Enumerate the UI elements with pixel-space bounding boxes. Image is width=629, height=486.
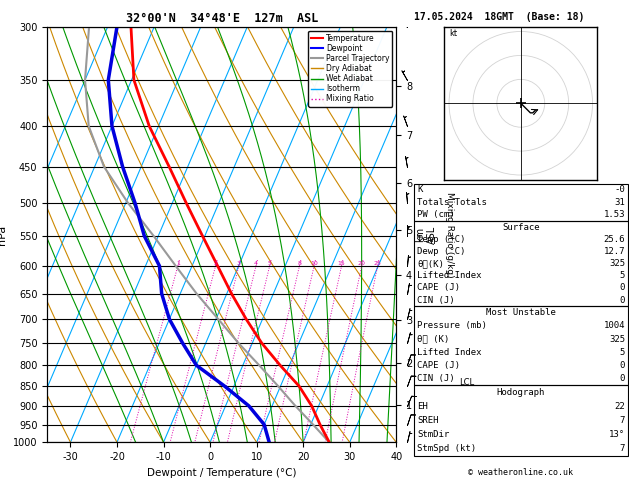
Text: 325: 325 [609,335,625,344]
Y-axis label: hPa: hPa [0,225,8,244]
Text: LCL: LCL [459,378,474,386]
Text: Temp (°C): Temp (°C) [417,235,465,244]
Text: 4: 4 [254,261,258,266]
Text: CIN (J): CIN (J) [417,374,455,383]
Text: θᴇ(K): θᴇ(K) [417,259,444,268]
Text: 1004: 1004 [604,321,625,330]
Text: 25: 25 [374,261,382,266]
Text: PW (cm): PW (cm) [417,210,455,219]
Text: 13°: 13° [609,430,625,439]
Y-axis label: km
ASL: km ASL [415,226,437,243]
Legend: Temperature, Dewpoint, Parcel Trajectory, Dry Adiabat, Wet Adiabat, Isotherm, Mi: Temperature, Dewpoint, Parcel Trajectory… [308,31,392,106]
Text: 10: 10 [310,261,318,266]
Text: Most Unstable: Most Unstable [486,308,556,317]
Text: Lifted Index: Lifted Index [417,348,482,357]
Text: 15: 15 [338,261,345,266]
Text: Lifted Index: Lifted Index [417,271,482,280]
Text: 12.7: 12.7 [604,247,625,256]
Text: EH: EH [417,402,428,411]
Text: 0: 0 [620,283,625,293]
Text: 32°00'N  34°48'E  127m  ASL: 32°00'N 34°48'E 127m ASL [126,12,318,25]
Text: CAPE (J): CAPE (J) [417,283,460,293]
Text: SREH: SREH [417,416,438,425]
Text: 2: 2 [213,261,218,266]
Text: 0: 0 [620,361,625,370]
Text: 5: 5 [620,348,625,357]
Text: © weatheronline.co.uk: © weatheronline.co.uk [469,468,573,477]
Text: StmDir: StmDir [417,430,449,439]
Text: 1.53: 1.53 [604,210,625,219]
X-axis label: Dewpoint / Temperature (°C): Dewpoint / Temperature (°C) [147,468,296,478]
Text: 25.6: 25.6 [604,235,625,244]
Text: -0: -0 [615,186,625,194]
Text: θᴇ (K): θᴇ (K) [417,335,449,344]
Text: Dewp (°C): Dewp (°C) [417,247,465,256]
Text: 0: 0 [620,374,625,383]
Text: Totals Totals: Totals Totals [417,198,487,207]
Text: 0: 0 [620,295,625,305]
Text: CIN (J): CIN (J) [417,295,455,305]
Text: Hodograph: Hodograph [497,388,545,397]
Text: 5: 5 [620,271,625,280]
Text: kt: kt [449,29,457,38]
Text: StmSpd (kt): StmSpd (kt) [417,444,476,453]
Text: 8: 8 [298,261,301,266]
Text: 20: 20 [358,261,365,266]
Text: 3: 3 [237,261,241,266]
Text: Surface: Surface [502,223,540,232]
Text: 5: 5 [268,261,272,266]
Text: K: K [417,186,423,194]
Text: 325: 325 [609,259,625,268]
Text: Mixing Ratio (g/kg): Mixing Ratio (g/kg) [445,191,454,278]
Text: 17.05.2024  18GMT  (Base: 18): 17.05.2024 18GMT (Base: 18) [414,12,584,22]
Text: Pressure (mb): Pressure (mb) [417,321,487,330]
Text: 22: 22 [615,402,625,411]
Text: 7: 7 [620,444,625,453]
Text: CAPE (J): CAPE (J) [417,361,460,370]
Text: 1: 1 [176,261,180,266]
Text: 31: 31 [615,198,625,207]
Text: 7: 7 [620,416,625,425]
